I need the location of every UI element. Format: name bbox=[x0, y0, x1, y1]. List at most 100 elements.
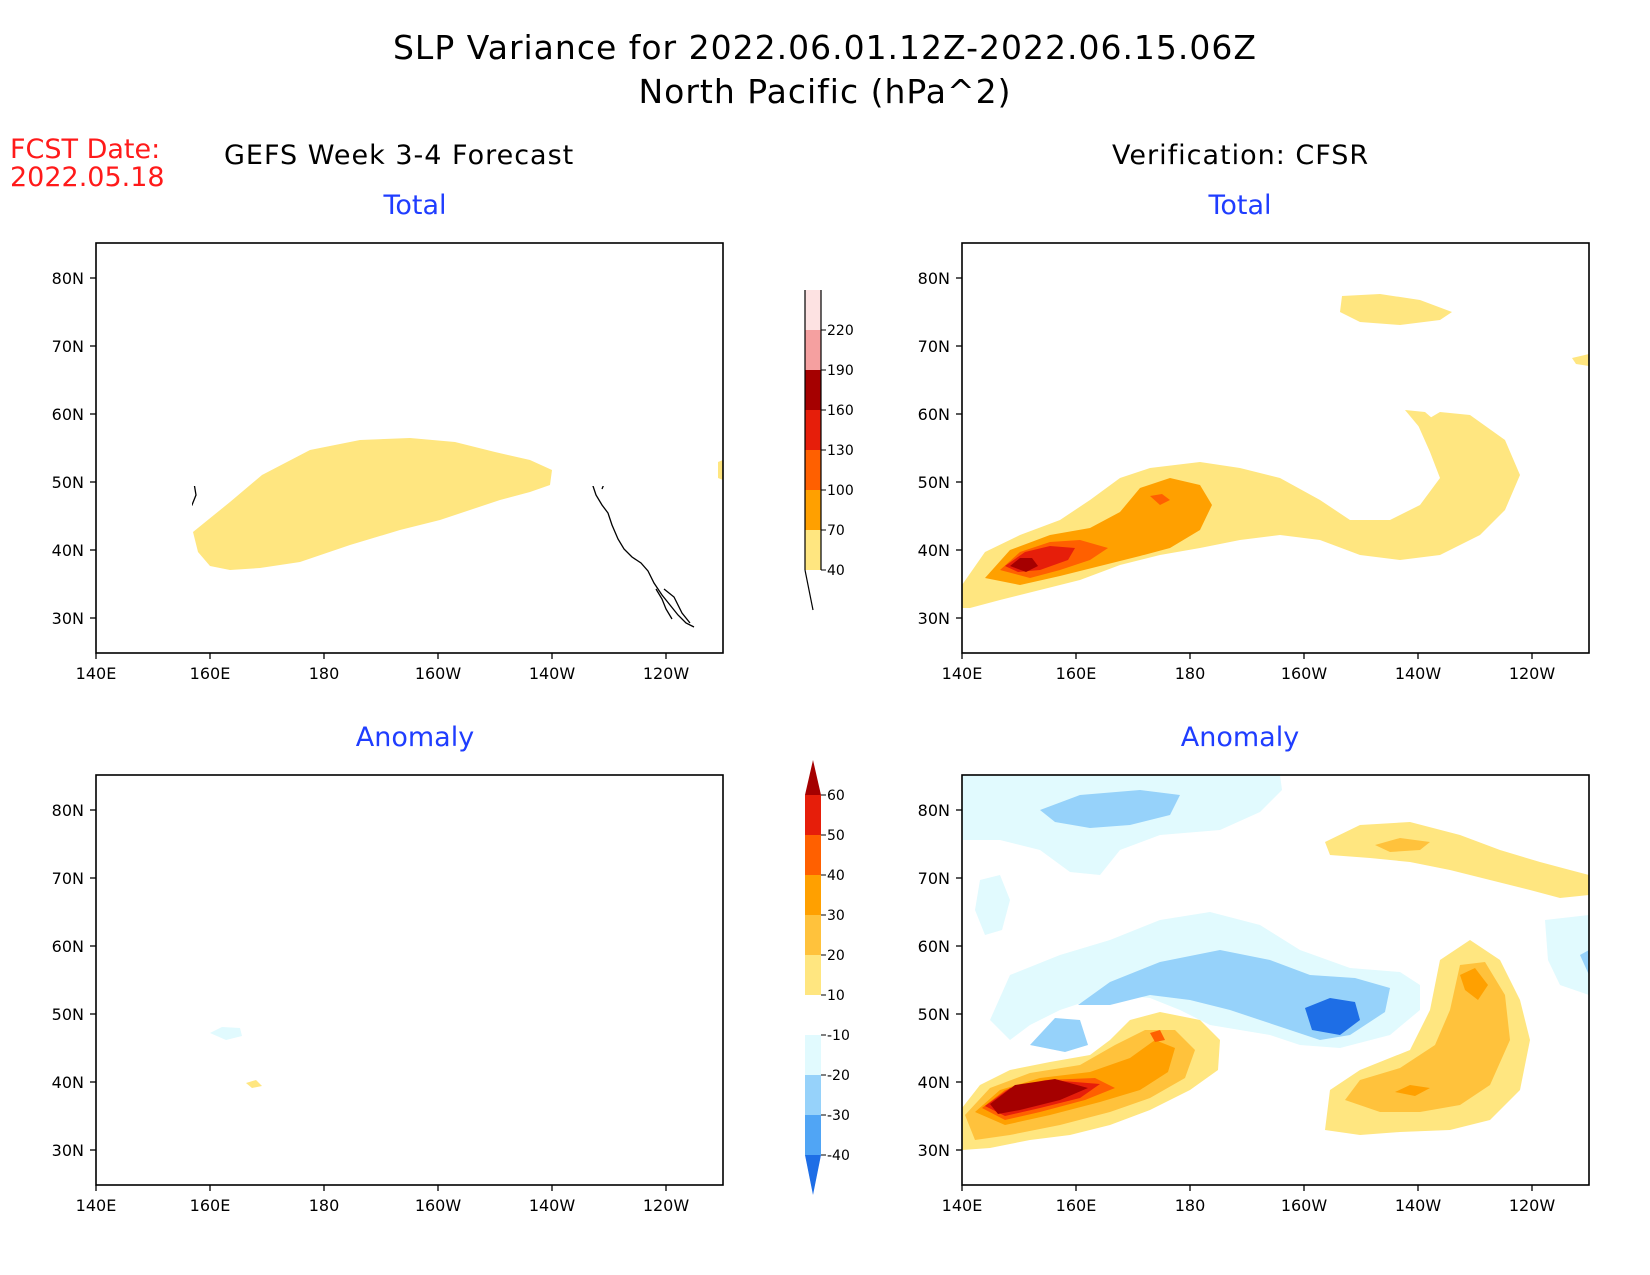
lon-tick-label: 160E bbox=[1056, 664, 1097, 683]
colorbar-anomaly-segment bbox=[805, 915, 821, 955]
colorbar-anomaly-segment bbox=[805, 1075, 821, 1115]
panel-subtitle-cfsr-total: Total bbox=[1208, 190, 1272, 221]
lat-tick-label: 50N bbox=[52, 473, 84, 492]
lon-tick-label: 120W bbox=[643, 664, 690, 683]
lat-tick-label: 60N bbox=[52, 405, 84, 424]
lat-tick-label: 40N bbox=[918, 541, 950, 560]
colorbar-total-segment bbox=[805, 370, 821, 410]
colorbar-total-segment bbox=[805, 290, 821, 330]
lat-tick-label: 40N bbox=[918, 1073, 950, 1092]
colorbar-total-label: 130 bbox=[827, 443, 854, 459]
fcst-date-label: FCST Date: bbox=[10, 134, 161, 165]
lat-tick-label: 60N bbox=[918, 405, 950, 424]
lon-tick-label: 140W bbox=[1395, 664, 1442, 683]
colorbar-anomaly-segment bbox=[805, 955, 821, 995]
lat-tick-label: 70N bbox=[918, 337, 950, 356]
lon-tick-label: 140W bbox=[529, 664, 576, 683]
lat-tick-label: 80N bbox=[918, 269, 950, 288]
cfsr-total-frame bbox=[961, 242, 1590, 654]
panel-subtitle-gefs-anomaly: Anomaly bbox=[355, 722, 475, 753]
lon-tick-label: 140W bbox=[529, 1196, 576, 1215]
colorbar-total-label: 220 bbox=[827, 323, 854, 339]
lat-tick-label: 30N bbox=[918, 1141, 950, 1160]
colorbar-anomaly-label: 20 bbox=[827, 948, 845, 964]
colorbar-total-tail bbox=[804, 569, 814, 611]
panel-subtitle-cfsr-anomaly: Anomaly bbox=[1180, 722, 1300, 753]
lon-tick-label: 180 bbox=[1175, 1196, 1206, 1215]
lon-tick-label: 120W bbox=[1509, 664, 1556, 683]
colorbar-total-label: 190 bbox=[827, 363, 854, 379]
gefs-total-shading bbox=[193, 438, 723, 570]
colorbar-total-segment bbox=[805, 410, 821, 450]
cfsr-anomaly-shading bbox=[962, 775, 1589, 1150]
colorbar-total: 40 70 100 130 160 190 220 bbox=[804, 290, 854, 611]
colorbar-anomaly-min-triangle bbox=[805, 1155, 821, 1195]
colorbar-total-segment bbox=[805, 490, 821, 530]
colorbar-anomaly-segment bbox=[805, 795, 821, 835]
lat-tick-label: 80N bbox=[918, 801, 950, 820]
colorbar-total-segment bbox=[805, 450, 821, 490]
right-column-title: Verification: CFSR bbox=[1112, 140, 1370, 171]
colorbar-anomaly-label: -40 bbox=[827, 1148, 850, 1164]
lat-tick-label: 50N bbox=[52, 1005, 84, 1024]
lat-tick-label: 70N bbox=[52, 337, 84, 356]
lon-tick-label: 160W bbox=[415, 664, 462, 683]
colorbar-total-label: 40 bbox=[827, 563, 845, 579]
left-column-title: GEFS Week 3-4 Forecast bbox=[224, 140, 575, 171]
lon-tick-label: 120W bbox=[643, 1196, 690, 1215]
lat-tick-label: 70N bbox=[52, 869, 84, 888]
cfsr-total-shading bbox=[962, 294, 1589, 608]
colorbar-anomaly-segment bbox=[805, 1115, 821, 1155]
lat-tick-label: 40N bbox=[52, 541, 84, 560]
colorbar-anomaly-segment bbox=[805, 1035, 821, 1075]
lon-tick-label: 160E bbox=[1056, 1196, 1097, 1215]
lon-tick-label: 160E bbox=[190, 664, 231, 683]
lon-tick-label: 140E bbox=[942, 1196, 983, 1215]
colorbar-anomaly-label: 30 bbox=[827, 908, 845, 924]
lat-tick-label: 30N bbox=[52, 609, 84, 628]
lat-tick-label: 30N bbox=[52, 1141, 84, 1160]
colorbar-anomaly-label: 60 bbox=[827, 788, 845, 804]
lat-tick-label: 80N bbox=[52, 801, 84, 820]
cfsr-anomaly-frame bbox=[961, 774, 1590, 1186]
lon-tick-label: 160E bbox=[190, 1196, 231, 1215]
colorbar-anomaly-label: -30 bbox=[827, 1108, 850, 1124]
lon-tick-label: 140E bbox=[76, 1196, 117, 1215]
lon-tick-label: 140E bbox=[942, 664, 983, 683]
colorbar-anomaly-label: -20 bbox=[827, 1068, 850, 1084]
gefs-anomaly-shading bbox=[210, 1027, 262, 1088]
lon-tick-label: 160W bbox=[1281, 1196, 1328, 1215]
colorbar-anomaly-label: 10 bbox=[827, 988, 845, 1004]
axes-layer: 80N 70N 60N 50N 40N 30N 140E 160E 180 160W 140W 120… bbox=[52, 269, 1556, 1215]
colorbar-total-label: 100 bbox=[827, 483, 854, 499]
lon-tick-label: 180 bbox=[1175, 664, 1206, 683]
colorbar-total-segment bbox=[805, 330, 821, 370]
lat-tick-label: 50N bbox=[918, 473, 950, 492]
colorbar-anomaly-max-triangle bbox=[805, 760, 821, 795]
colorbar-total-label: 70 bbox=[827, 523, 845, 539]
colorbar-total-segment bbox=[805, 530, 821, 570]
figure-title: SLP Variance for 2022.06.01.12Z-2022.06.… bbox=[392, 28, 1258, 67]
figure-subtitle: North Pacific (hPa^2) bbox=[638, 72, 1012, 111]
lon-tick-label: 160W bbox=[1281, 664, 1328, 683]
lon-tick-label: 140E bbox=[76, 664, 117, 683]
lat-tick-label: 60N bbox=[52, 937, 84, 956]
colorbar-anomaly-segment bbox=[805, 835, 821, 875]
gefs-total-frame bbox=[95, 242, 724, 654]
lat-tick-label: 70N bbox=[918, 869, 950, 888]
lat-tick-label: 80N bbox=[52, 269, 84, 288]
colorbar-anomaly-segment bbox=[805, 875, 821, 915]
gefs-anomaly-frame bbox=[95, 774, 724, 1186]
colorbar-total-label: 160 bbox=[827, 403, 854, 419]
lon-tick-label: 140W bbox=[1395, 1196, 1442, 1215]
lat-tick-label: 60N bbox=[918, 937, 950, 956]
lat-tick-label: 50N bbox=[918, 1005, 950, 1024]
lat-tick-label: 30N bbox=[918, 609, 950, 628]
fcst-date-value: 2022.05.18 bbox=[10, 162, 165, 193]
lon-tick-label: 160W bbox=[415, 1196, 462, 1215]
lon-tick-label: 180 bbox=[309, 664, 340, 683]
panel-subtitle-gefs-total: Total bbox=[383, 190, 447, 221]
colorbar-anomaly-segment bbox=[805, 995, 821, 1035]
lon-tick-label: 120W bbox=[1509, 1196, 1556, 1215]
